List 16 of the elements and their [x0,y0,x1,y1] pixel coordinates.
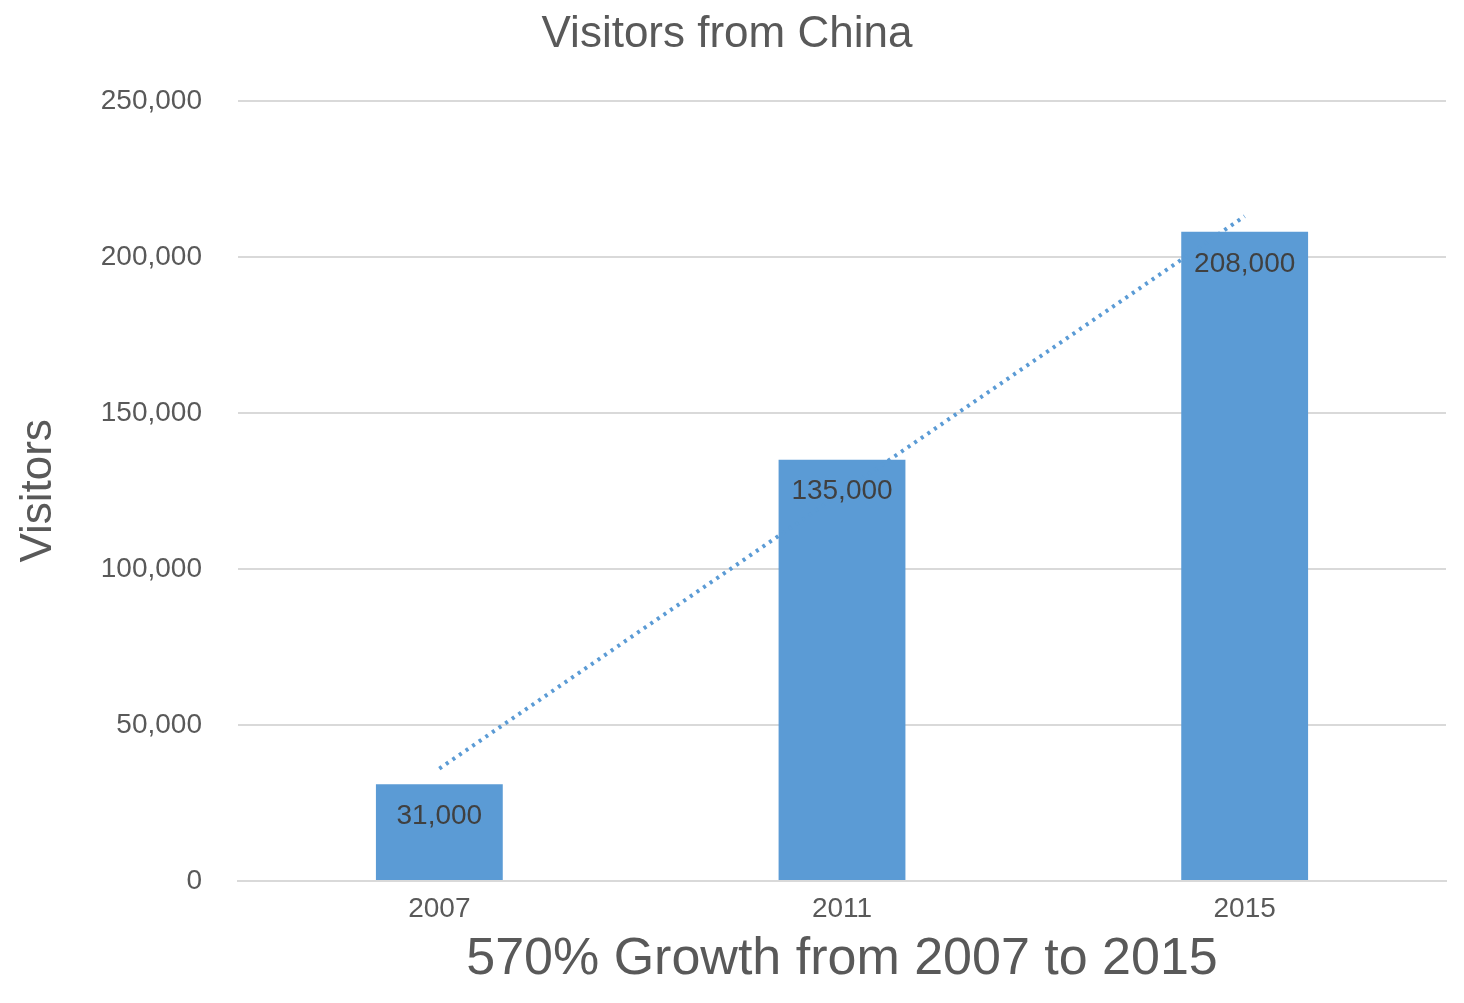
data-label: 31,000 [396,798,483,830]
y-tick-label: 250,000 [100,83,203,115]
y-tick-label: 100,000 [100,551,203,583]
y-tick-label: 0 [186,863,203,895]
x-axis-title: 570% Growth from 2007 to 2015 [466,927,1218,986]
x-tick-label: 2007 [408,891,471,923]
x-tick-label: 2011 [811,891,873,923]
data-label: 135,000 [791,474,893,506]
y-axis-title: Visitors [10,419,60,563]
y-tick-label: 50,000 [116,707,203,739]
y-tick-label: 200,000 [100,239,203,271]
bar [375,784,503,880]
data-label: 208,000 [1194,246,1296,278]
y-tick-label: 150,000 [100,395,203,427]
chart-title: Visitors from China [541,6,913,56]
x-tick-label: 2015 [1213,891,1276,923]
